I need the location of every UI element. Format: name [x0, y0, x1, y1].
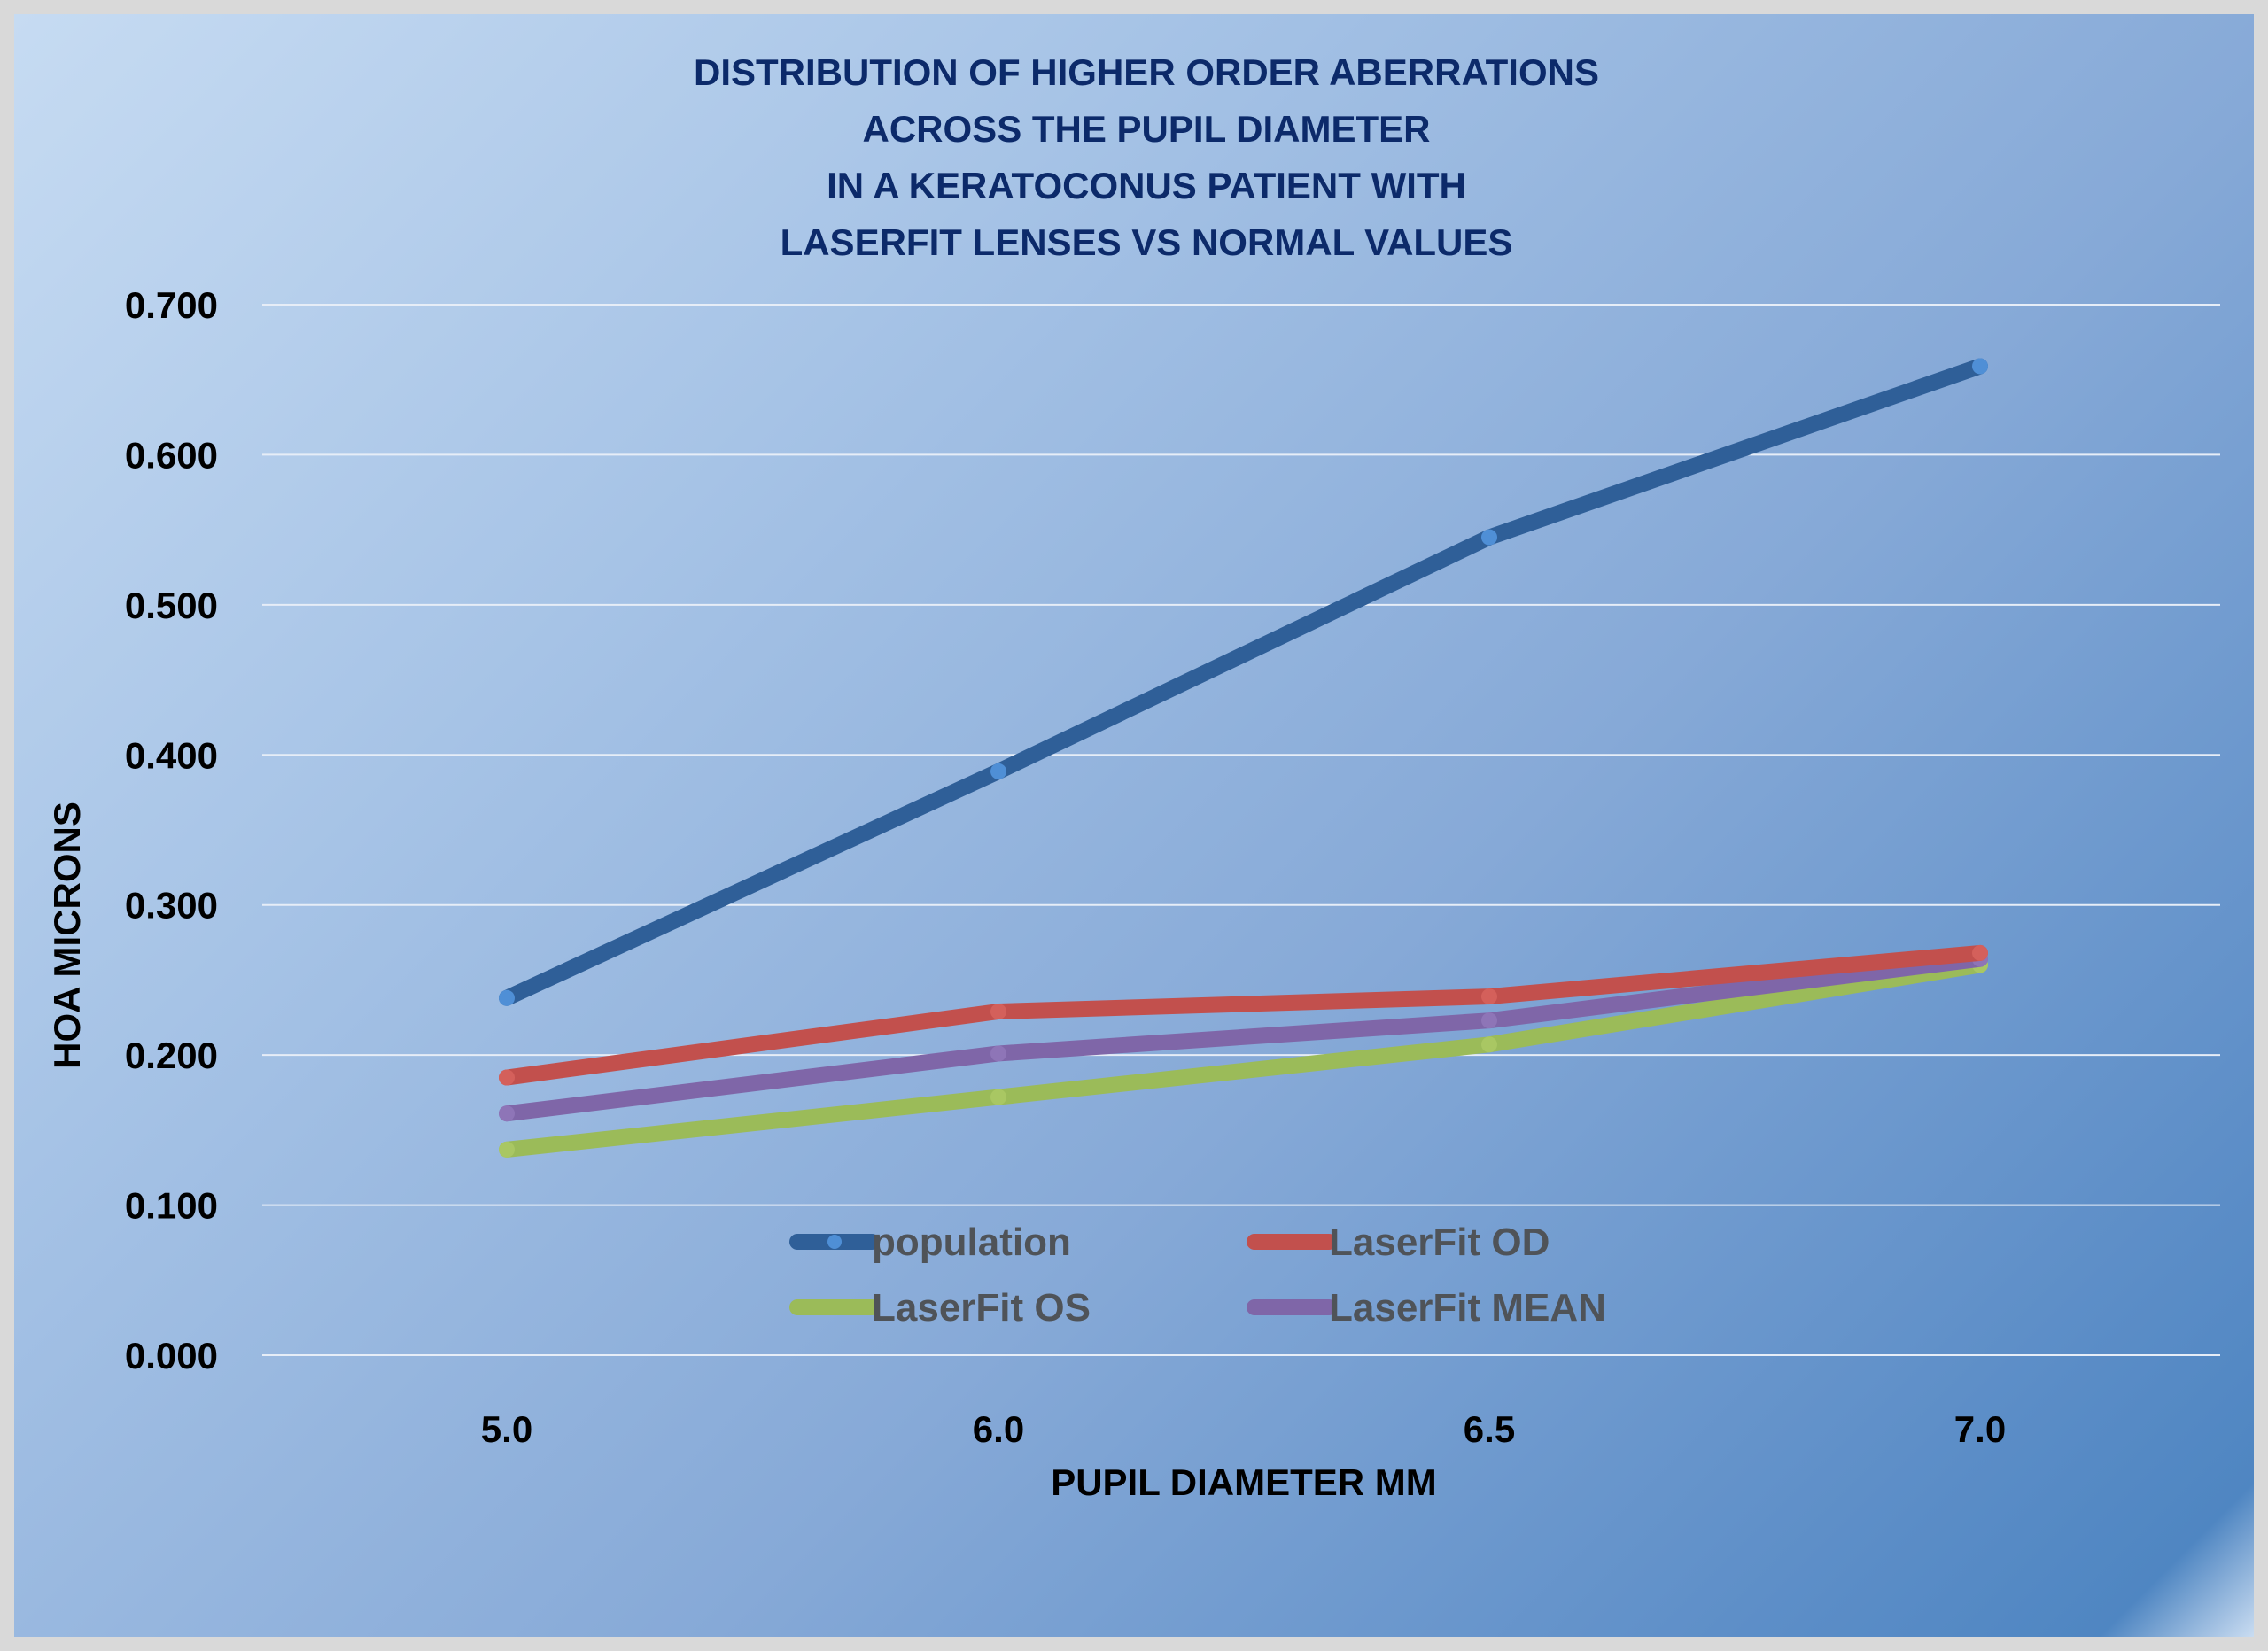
data-point: [499, 1141, 515, 1158]
data-point: [1481, 988, 1497, 1005]
series-line-population: [499, 358, 1988, 1006]
legend-label: LaserFit OD: [1329, 1221, 1550, 1264]
x-tick-label: 5.0: [481, 1408, 532, 1450]
y-tick-label: 0.400: [125, 734, 218, 776]
legend: population LaserFit OD LaserFit OS LaserFit…: [789, 1221, 1606, 1329]
title-line-4: LASERFIT LENSES VS NORMAL VALUES: [781, 221, 1513, 263]
gridlines: [262, 304, 2220, 1356]
x-tick-label: 6.5: [1464, 1408, 1515, 1450]
data-point: [990, 1004, 1006, 1020]
series-line-laserfit-os: [499, 957, 1988, 1158]
chart-title: DISTRIBUTION OF HIGHER ORDER ABERRATIONS…: [694, 51, 1599, 263]
y-tick-label: 0.700: [125, 284, 218, 326]
title-line-1: DISTRIBUTION OF HIGHER ORDER ABERRATIONS: [694, 51, 1599, 93]
y-tick-label: 0.300: [125, 885, 218, 926]
data-point: [1972, 358, 1988, 375]
x-tick-label: 6.0: [973, 1408, 1024, 1450]
y-tick-label: 0.500: [125, 585, 218, 626]
y-tick-label: 0.200: [125, 1035, 218, 1076]
legend-label: LaserFit OS: [872, 1286, 1091, 1329]
data-point: [1481, 529, 1497, 546]
data-point: [499, 1069, 515, 1086]
x-axis-ticks: 5.0 6.0 6.5 7.0: [481, 1408, 2006, 1450]
title-line-3: IN A KERATOCONUS PATIENT WITH: [827, 165, 1466, 206]
x-tick-label: 7.0: [1954, 1408, 2006, 1450]
data-point: [1481, 1036, 1497, 1053]
x-axis-title: PUPIL DIAMETER MM: [1051, 1461, 1437, 1503]
data-point: [990, 1089, 1006, 1105]
data-point: [499, 1105, 515, 1122]
data-point: [990, 1045, 1006, 1062]
series-line-laserfit-od: [499, 944, 1988, 1086]
data-point: [990, 763, 1006, 779]
title-line-2: ACROSS THE PUPIL DIAMETER: [863, 108, 1431, 150]
y-tick-label: 0.100: [125, 1185, 218, 1227]
series-lines: [499, 358, 1988, 1158]
y-axis-title: HOA MICRONS: [46, 802, 88, 1069]
legend-marker: [827, 1235, 842, 1249]
y-tick-label: 0.600: [125, 434, 218, 476]
line-chart: DISTRIBUTION OF HIGHER ORDER ABERRATIONS…: [46, 51, 2220, 1503]
data-point: [1972, 944, 1988, 961]
series-line-laserfit-mean: [499, 950, 1988, 1122]
y-tick-label: 0.000: [125, 1335, 218, 1376]
legend-label: LaserFit MEAN: [1329, 1286, 1606, 1329]
chart-area: DISTRIBUTION OF HIGHER ORDER ABERRATIONS…: [14, 14, 2254, 1637]
data-point: [499, 989, 515, 1006]
legend-label: population: [872, 1221, 1071, 1264]
y-axis-ticks: 0.000 0.100 0.200 0.300 0.400 0.500 0.600 0.700: [125, 284, 218, 1376]
data-point: [1481, 1012, 1497, 1029]
